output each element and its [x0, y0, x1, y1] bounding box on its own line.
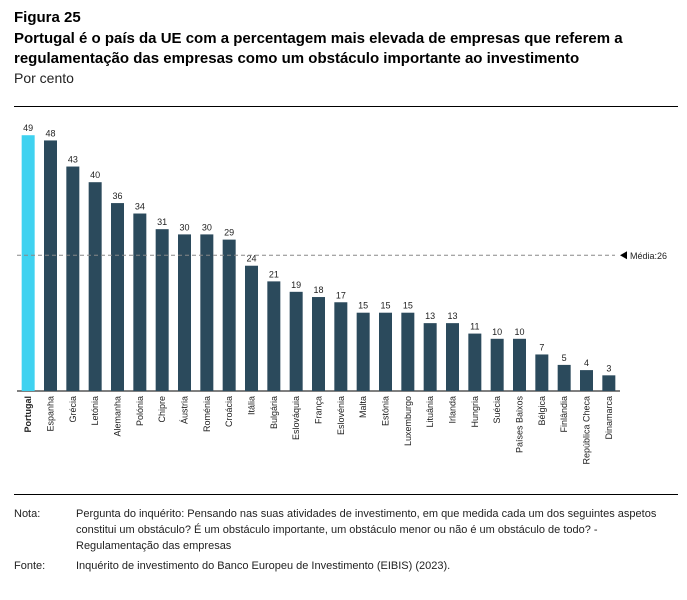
bar-4	[111, 203, 124, 391]
category-label-13: França	[314, 396, 324, 424]
data-label-23: 7	[539, 342, 544, 352]
bar-8	[200, 234, 214, 391]
data-label-16: 15	[380, 301, 390, 311]
average-marker-icon	[620, 251, 627, 260]
bar-13	[312, 297, 325, 391]
bar-0	[21, 135, 35, 391]
source-text: Inquérito de investimento do Banco Europ…	[76, 560, 451, 572]
bar-22	[513, 338, 526, 391]
bar-25	[580, 370, 593, 391]
category-label-14: Eslovénia	[336, 396, 346, 435]
chart-title: Portugal é o país da UE com a percentage…	[14, 30, 623, 67]
category-label-6: Chipre	[157, 396, 167, 423]
bar-21	[490, 338, 504, 391]
note-text: Pergunta do inquérito: Pensando nas suas…	[76, 508, 657, 552]
category-label-25: República Checa	[582, 396, 592, 465]
bar-7	[178, 234, 191, 391]
category-label-23: Bélgica	[537, 396, 547, 426]
bar-chart: 49Portugal48Espanha43Grécia40Letónia36Al…	[17, 123, 667, 465]
source-key: Fonte:	[14, 560, 46, 572]
data-label-14: 17	[336, 290, 346, 300]
bar-12	[289, 291, 303, 391]
category-label-22: Países Baixos	[515, 396, 525, 454]
bar-20	[468, 333, 482, 391]
category-label-11: Bulgária	[269, 396, 279, 429]
category-label-8: Roménia	[202, 396, 212, 432]
category-label-0: Portugal	[23, 396, 33, 433]
category-label-5: Polónia	[135, 396, 145, 426]
bar-9	[222, 239, 236, 391]
data-label-6: 31	[157, 217, 167, 227]
category-label-21: Suécia	[492, 396, 502, 424]
data-label-24: 5	[562, 353, 567, 363]
note-key: Nota:	[14, 508, 41, 520]
category-label-26: Dinamarca	[604, 396, 614, 440]
bar-19	[446, 323, 459, 391]
data-label-21: 10	[492, 327, 502, 337]
category-label-19: Irlanda	[448, 396, 458, 424]
data-label-7: 30	[179, 222, 189, 232]
data-label-26: 3	[606, 363, 611, 373]
data-label-3: 40	[90, 170, 100, 180]
bottom-rule	[14, 494, 678, 495]
data-label-1: 48	[45, 128, 55, 138]
data-label-18: 13	[425, 311, 435, 321]
chart-subtitle: Por cento	[14, 70, 74, 86]
category-label-4: Alemanha	[113, 396, 123, 437]
bar-23	[535, 354, 549, 391]
category-label-3: Letónia	[90, 396, 100, 426]
category-label-1: Espanha	[46, 396, 56, 432]
bar-17	[401, 312, 415, 391]
category-label-24: Finlândia	[559, 396, 569, 433]
bar-5	[133, 213, 147, 391]
category-label-12: Eslováquia	[291, 396, 301, 440]
data-label-13: 18	[313, 285, 323, 295]
category-label-16: Estónia	[381, 396, 391, 426]
data-label-10: 24	[246, 254, 256, 264]
bar-1	[44, 140, 57, 391]
data-label-20: 11	[470, 322, 479, 332]
data-label-9: 29	[224, 228, 234, 238]
bar-24	[557, 364, 571, 391]
category-label-2: Grécia	[68, 396, 78, 423]
category-label-18: Lituânia	[425, 396, 435, 428]
bar-26	[602, 375, 616, 391]
bar-18	[423, 323, 437, 391]
bar-10	[245, 265, 258, 391]
data-label-17: 15	[403, 301, 413, 311]
data-label-19: 13	[447, 311, 457, 321]
category-label-7: Áustria	[180, 396, 190, 424]
data-label-5: 34	[135, 202, 145, 212]
bar-16	[379, 312, 392, 391]
category-label-10: Itália	[247, 396, 257, 415]
bar-6	[155, 229, 169, 391]
data-label-2: 43	[68, 155, 78, 165]
data-label-22: 10	[514, 327, 524, 337]
bar-15	[356, 312, 370, 391]
data-label-8: 30	[202, 222, 212, 232]
category-label-15: Malta	[358, 396, 368, 418]
data-label-0: 49	[23, 123, 33, 133]
data-label-25: 4	[584, 358, 589, 368]
category-label-20: Hungria	[470, 396, 480, 428]
top-rule	[14, 106, 678, 107]
bar-3	[88, 182, 102, 391]
bar-2	[66, 166, 80, 391]
data-label-11: 21	[269, 269, 279, 279]
category-label-9: Croácia	[224, 396, 234, 427]
notes-block: Nota: Pergunta do inquérito: Pensando na…	[14, 506, 678, 574]
data-label-15: 15	[358, 301, 368, 311]
data-label-4: 36	[112, 191, 122, 201]
bar-14	[334, 302, 348, 391]
bar-11	[267, 281, 281, 391]
category-label-17: Luxemburgo	[403, 396, 413, 446]
figure-label: Figura 25	[14, 9, 81, 26]
average-label: Média:26	[630, 251, 667, 261]
data-label-12: 19	[291, 280, 301, 290]
